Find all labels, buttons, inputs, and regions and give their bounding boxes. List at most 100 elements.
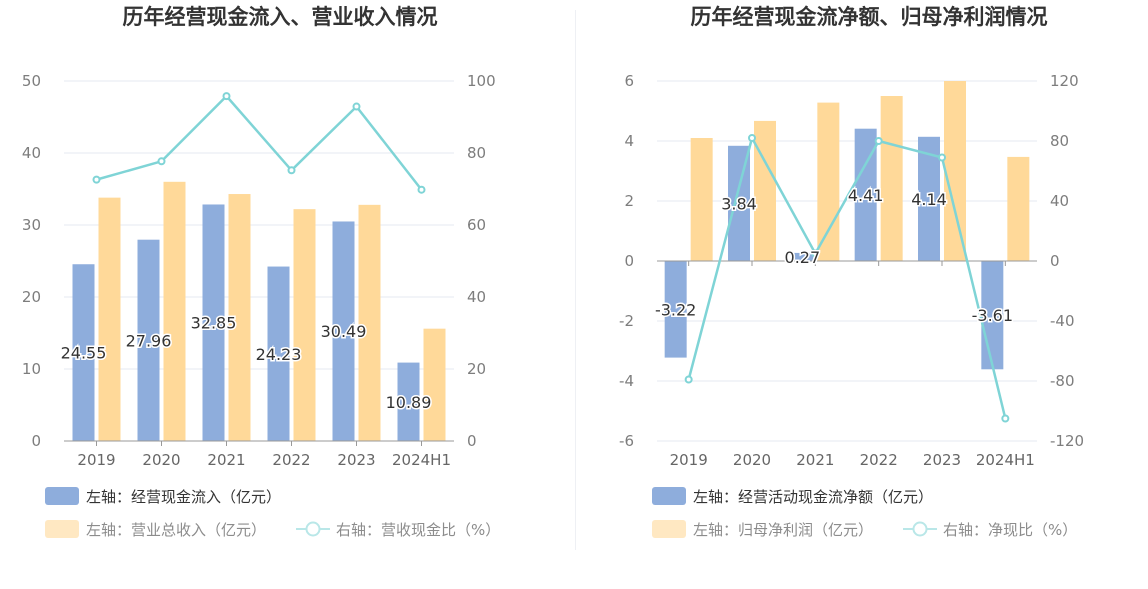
right-legend-swatch-2 — [652, 520, 686, 538]
right-left-tick-label: 2 — [624, 192, 634, 210]
right-data-label: 4.14 — [911, 190, 947, 209]
right-left-tick-label: 0 — [624, 252, 634, 270]
right-line-path — [687, 134, 1007, 419]
right-legend-item-2[interactable]: 左轴：归母净利润（亿元） — [652, 520, 873, 539]
left-category-label: 2019 — [77, 451, 115, 469]
left-bar-orange — [293, 209, 316, 441]
left-legend-swatch-2 — [45, 520, 79, 538]
left-bar-orange — [358, 204, 381, 441]
left-bar-blue — [267, 266, 290, 441]
left-chart-x-axis — [64, 440, 454, 446]
right-legend-item-1[interactable]: 左轴：经营活动现金流净额（亿元） — [652, 487, 933, 506]
right-chart-line — [684, 134, 1010, 423]
right-data-label: 4.41 — [848, 186, 884, 205]
left-line-point — [157, 157, 166, 166]
left-right-tick-label: 100 — [467, 72, 496, 90]
right-chart-svg: 历年经营现金流净额、归母净利润情况 -6 -4 -2 0 2 4 6 -120 -80 -40 0… — [619, 5, 1084, 539]
left-data-label: 30.49 — [321, 322, 367, 341]
left-legend-item-1[interactable]: 左轴：经营现金流入（亿元） — [45, 487, 281, 506]
right-left-tick-label: -2 — [619, 312, 634, 330]
left-bar-blue — [72, 264, 95, 441]
right-data-label: 3.84 — [721, 194, 757, 213]
right-line-point — [874, 137, 883, 145]
left-left-tick-label: 30 — [22, 216, 41, 234]
right-left-tick-label: 6 — [624, 72, 634, 90]
left-chart-title: 历年经营现金流入、营业收入情况 — [123, 5, 438, 29]
left-bar-orange — [163, 181, 186, 442]
right-category-label: 2019 — [670, 451, 708, 469]
right-right-tick-label: -80 — [1050, 372, 1075, 390]
right-chart-right-axis: -120 -80 -40 0 40 80 120 — [1050, 72, 1084, 450]
right-legend-item-3[interactable]: 右轴：净现比（%） — [903, 521, 1077, 539]
right-chart-title: 历年经营现金流净额、归母净利润情况 — [691, 5, 1048, 29]
right-chart-data-labels: -3.22 3.84 0.27 4.41 4.14 -3.61 — [653, 184, 1014, 326]
right-category-label: 2020 — [733, 451, 771, 469]
left-line-path — [96, 94, 423, 191]
right-line-point — [1001, 414, 1010, 423]
left-right-tick-label: 40 — [467, 288, 486, 306]
right-left-tick-label: -4 — [619, 372, 634, 390]
left-chart-left-axis: 0 10 20 30 40 50 — [22, 72, 41, 450]
right-line-point — [938, 153, 946, 162]
left-chart-panel: 历年经营现金流入、营业收入情况 0 10 20 30 40 50 0 20 40 60 80 100… — [22, 5, 500, 539]
right-chart-panel: 历年经营现金流净额、归母净利润情况 -6 -4 -2 0 2 4 6 -120 -80 -40 0… — [574, 0, 1148, 589]
left-line-point — [287, 166, 296, 175]
right-category-label: 2022 — [860, 451, 898, 469]
right-chart-categories: 2019 2020 2021 2022 2023 2024H1 — [670, 451, 1035, 469]
right-bar-orange — [817, 102, 840, 261]
left-right-tick-label: 80 — [467, 144, 486, 162]
left-data-label: 27.96 — [126, 331, 172, 350]
right-legend-swatch-1 — [652, 487, 686, 505]
right-line-point — [684, 375, 693, 384]
right-line-point — [811, 249, 820, 258]
left-legend-label-1: 左轴：经营现金流入（亿元） — [86, 488, 281, 506]
right-category-label: 2021 — [796, 451, 834, 469]
left-left-tick-label: 10 — [22, 360, 41, 378]
left-bar-blue — [397, 362, 420, 441]
left-chart-right-axis: 0 20 40 60 80 100 — [467, 72, 496, 450]
right-data-label: -3.22 — [655, 300, 696, 319]
left-data-label: 24.23 — [256, 345, 302, 364]
left-bar-blue — [202, 204, 225, 441]
right-legend-label-3: 右轴：净现比（%） — [943, 521, 1077, 539]
right-bar-blue — [728, 145, 750, 261]
right-chart-left-axis: -6 -4 -2 0 2 4 6 — [619, 72, 634, 450]
left-category-label: 2023 — [337, 451, 375, 469]
right-right-tick-label: -40 — [1050, 312, 1075, 330]
left-right-tick-label: 0 — [467, 432, 477, 450]
left-chart-data-labels: 24.55 27.96 32.85 24.23 30.49 10.89 — [59, 312, 433, 413]
right-bar-orange — [944, 81, 966, 261]
left-left-tick-label: 40 — [22, 144, 41, 162]
left-category-label: 2024H1 — [392, 451, 451, 469]
left-category-label: 2020 — [142, 451, 180, 469]
right-bar-orange — [880, 96, 903, 261]
left-legend-item-2[interactable]: 左轴：营业总收入（亿元） — [45, 520, 266, 539]
left-bar-orange — [98, 197, 121, 441]
left-legend-circle-icon — [305, 521, 321, 537]
right-bar-blue — [664, 261, 687, 358]
left-left-tick-label: 0 — [31, 432, 41, 450]
right-bar-orange — [1007, 156, 1030, 261]
left-legend-swatch-1 — [45, 487, 79, 505]
right-bar-orange — [690, 138, 713, 261]
left-legend-label-2: 左轴：营业总收入（亿元） — [86, 521, 266, 539]
left-line-point — [222, 92, 231, 101]
left-data-label: 24.55 — [61, 344, 107, 363]
left-data-label: 32.85 — [191, 314, 237, 333]
right-right-tick-label: 40 — [1050, 192, 1069, 210]
left-chart-bars — [72, 181, 446, 442]
right-line-point — [748, 134, 756, 142]
right-right-tick-label: -120 — [1050, 432, 1084, 450]
left-legend-item-3[interactable]: 右轴：营收现金比（%） — [296, 521, 500, 539]
right-data-label: -3.61 — [972, 306, 1013, 325]
left-bar-blue — [332, 221, 355, 441]
right-bar-blue — [791, 252, 814, 261]
left-data-label: 10.89 — [386, 393, 432, 412]
right-right-tick-label: 120 — [1050, 72, 1079, 90]
right-legend-circle-icon — [912, 521, 928, 537]
left-left-tick-label: 50 — [22, 72, 41, 90]
right-legend-label-2: 左轴：归母净利润（亿元） — [693, 521, 873, 539]
left-chart-categories: 2019 2020 2021 2022 2023 2024H1 — [77, 451, 451, 469]
right-category-label: 2024H1 — [976, 451, 1035, 469]
left-chart-line — [92, 92, 426, 194]
